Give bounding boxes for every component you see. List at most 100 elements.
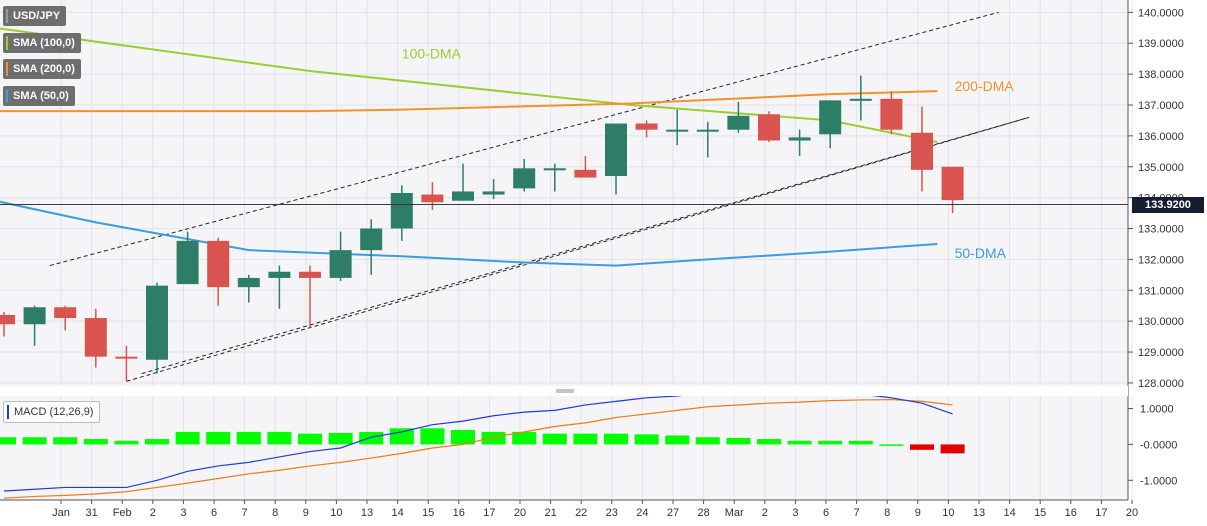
legend-macd[interactable]: MACD (12,26,9)	[3, 401, 101, 423]
time-tick-label: 10	[942, 507, 954, 519]
macd-histogram-bar	[175, 431, 200, 445]
grid-layer	[0, 0, 1133, 500]
time-tick-label: 22	[575, 507, 587, 519]
candle-body	[482, 191, 505, 195]
time-tick-label: 17	[483, 507, 495, 519]
candle-body	[23, 307, 46, 325]
macd-histogram-bar	[940, 444, 965, 454]
ma-line-200-dma	[0, 90, 938, 113]
time-tick-label: 14	[391, 507, 403, 519]
time-tick-label: 28	[697, 507, 709, 519]
macd-histogram-bar	[236, 431, 261, 445]
legend-pair[interactable]: USD/JPY	[3, 6, 67, 26]
candle-body	[0, 314, 15, 325]
candle-body	[299, 271, 321, 278]
candle-body	[941, 166, 964, 201]
ma-label: 50-DMA	[955, 245, 1007, 261]
candle-body	[727, 115, 750, 130]
macd-histogram-bar	[879, 444, 904, 446]
legend-sma200-swatch	[6, 62, 8, 76]
ma-line-50-dma	[0, 200, 938, 267]
price-tick-label: 129.0000	[1138, 347, 1184, 359]
macd-tick-label: -1.0000	[1140, 475, 1177, 487]
macd-histogram-bar	[83, 439, 108, 445]
trend-channel-line	[126, 116, 1030, 382]
ma-label: 200-DMA	[955, 78, 1015, 94]
price-tick-label: 135.0000	[1138, 162, 1184, 174]
candle-body	[605, 123, 627, 177]
macd-histogram-bar	[389, 428, 414, 445]
macd-histogram-bar	[298, 433, 322, 445]
price-tick-label: 131.0000	[1138, 285, 1184, 297]
ma-line-100-dma	[0, 27, 938, 144]
candle-body	[207, 240, 230, 288]
legend-sma200[interactable]: SMA (200,0)	[3, 59, 81, 79]
candle-body	[758, 114, 780, 141]
time-tick-label: 20	[514, 507, 526, 519]
macd-histogram-bar	[665, 435, 690, 445]
candle-body	[390, 193, 413, 229]
candle-body	[849, 98, 872, 101]
price-tick-label: 132.0000	[1138, 254, 1184, 266]
candle-body	[421, 194, 444, 203]
time-tick-label: 20	[1126, 507, 1138, 519]
time-tick-label: 7	[854, 507, 860, 519]
macd-histogram-bar	[359, 431, 384, 445]
macd-histogram-bar	[818, 440, 843, 445]
panel-splitter[interactable]	[0, 386, 1128, 396]
macd-tick-label: -0.0000	[1140, 439, 1177, 451]
time-tick-label: 15	[422, 507, 434, 519]
time-tick-label: 21	[544, 507, 556, 519]
candle-layer[interactable]	[0, 75, 964, 382]
legend-sma50[interactable]: SMA (50,0)	[3, 86, 75, 106]
time-tick-label: 2	[762, 507, 768, 519]
time-tick-label: Jan	[52, 507, 70, 519]
time-tick-label: 14	[1003, 507, 1015, 519]
macd-histogram-bar	[512, 431, 537, 445]
candle-body	[513, 168, 536, 189]
candle-body	[696, 129, 719, 132]
macd-histogram-bar	[114, 440, 139, 445]
time-tick-label: 9	[303, 507, 309, 519]
candle-body	[146, 285, 168, 360]
macd-histogram-bar	[53, 437, 78, 445]
time-tick-label: 31	[85, 507, 97, 519]
macd-histogram-bar	[757, 439, 781, 445]
legend-pair-label: USD/JPY	[13, 10, 61, 22]
time-tick-label: 8	[884, 507, 890, 519]
price-tick-label: 139.0000	[1138, 38, 1184, 50]
macd-histogram-bar	[0, 437, 16, 445]
macd-histogram-bar	[481, 431, 506, 445]
candle-body	[84, 318, 107, 357]
macd-histogram-bar	[573, 433, 598, 445]
time-tick-label: 6	[211, 507, 217, 519]
candle-body	[237, 277, 260, 288]
candle-body	[911, 132, 933, 170]
time-tick-label: 10	[330, 507, 342, 519]
macd-histogram-bar	[328, 432, 353, 445]
legend-macd-label: MACD (12,26,9)	[14, 406, 94, 418]
time-tick-label: 7	[242, 507, 248, 519]
legend-sma200-label: SMA (200,0)	[13, 63, 75, 75]
macd-tick-label: 1.0000	[1140, 404, 1174, 416]
macd-histogram-bar	[206, 431, 231, 445]
candle-body	[543, 168, 566, 171]
time-tick-label: 16	[453, 507, 465, 519]
macd-histogram-bar	[451, 430, 475, 445]
candle-body	[115, 356, 138, 359]
time-tick-label: 23	[606, 507, 618, 519]
macd-histogram-bar	[267, 431, 292, 445]
macd-histogram-bar	[542, 433, 567, 445]
candle-body	[176, 240, 199, 285]
legend-sma100[interactable]: SMA (100,0)	[3, 33, 81, 53]
time-tick-label: Mar	[725, 507, 744, 519]
macd-histogram-bar	[604, 433, 628, 445]
ma-layer: 100-DMA 200-DMA 50-DMA	[0, 27, 1015, 267]
candle-body	[54, 307, 77, 319]
candle-body	[788, 137, 811, 141]
main-panel-bg	[0, 0, 1128, 386]
macd-histogram-bar	[145, 439, 169, 445]
legend-sma50-label: SMA (50,0)	[13, 90, 69, 102]
price-tick-label: 133.0000	[1138, 224, 1184, 236]
